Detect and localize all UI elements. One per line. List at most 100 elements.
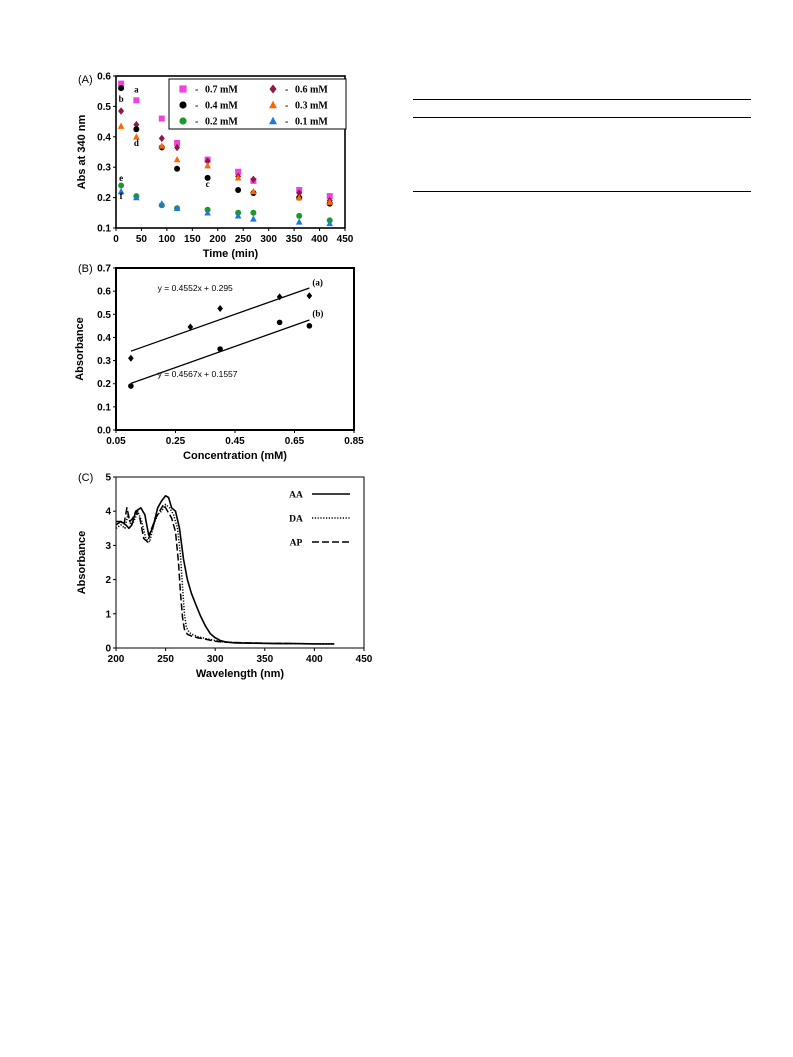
point-annotation: e — [119, 173, 123, 183]
legend-marker — [269, 116, 277, 125]
data-point-0_3mM — [234, 174, 242, 181]
x-tick-label: 150 — [184, 234, 201, 245]
data-point-0_1mM — [234, 212, 242, 219]
x-tick-label: 250 — [157, 654, 174, 665]
data-point-0_7mM — [326, 193, 333, 200]
data-point-0_7mM — [133, 97, 140, 104]
legend-label: 0.7 mM — [205, 85, 238, 96]
data-point-0_1mM — [250, 215, 257, 222]
legend-dash: - — [195, 117, 198, 128]
data-point-b — [217, 346, 223, 352]
data-point-0_7mM — [174, 139, 181, 146]
legend-marker — [179, 101, 187, 109]
y-tick-label: 1 — [105, 609, 111, 620]
x-tick-label: 400 — [311, 234, 328, 245]
y-tick-label: 0.5 — [97, 102, 111, 113]
panel-label: (C) — [78, 472, 93, 484]
data-point-0_3mM — [250, 187, 257, 195]
x-tick-label: 200 — [209, 234, 226, 245]
x-tick-label: 0.45 — [225, 436, 245, 447]
y-tick-label: 2 — [105, 575, 111, 586]
plot-frame — [115, 75, 346, 229]
point-annotation: d — [134, 138, 139, 148]
legend-dash: - — [285, 101, 288, 112]
legend-label: 0.3 mM — [295, 101, 328, 112]
x-axis-title: Concentration (mM) — [183, 450, 287, 462]
data-point-0_3mM — [295, 194, 303, 201]
fit-line-a — [130, 287, 310, 352]
data-point-b — [306, 323, 313, 329]
data-point-a — [128, 354, 134, 362]
data-point-0_6mM — [250, 175, 257, 184]
x-tick-label: 0.85 — [344, 436, 364, 447]
data-point-0_1mM — [117, 187, 125, 195]
y-tick-label: 0.2 — [97, 193, 111, 204]
y-tick-label: 0.2 — [97, 379, 111, 390]
point-annotation: b — [119, 94, 124, 104]
data-point-0_4mM — [174, 165, 181, 172]
y-tick-label: 0.3 — [97, 356, 111, 367]
legend-marker — [269, 84, 277, 94]
data-point-0_3mM — [133, 133, 140, 140]
data-point-0_7mM — [118, 80, 125, 87]
table-bottom-rule — [413, 191, 751, 192]
legend-box — [168, 78, 347, 130]
table-top-rule — [413, 99, 751, 100]
panel-label: (B) — [78, 263, 93, 275]
point-annotation: f — [120, 191, 124, 201]
x-tick-label: 0.65 — [285, 436, 305, 447]
data-point-0_6mM — [118, 107, 125, 115]
data-point-a — [217, 305, 223, 312]
data-point-0_4mM — [118, 85, 125, 92]
data-point-0_3mM — [117, 122, 125, 129]
data-point-0_6mM — [133, 120, 140, 129]
legend-dash: - — [195, 85, 198, 96]
data-point-0_1mM — [295, 218, 303, 225]
plot-frame — [115, 476, 365, 649]
data-point-0_3mM — [204, 162, 211, 169]
y-axis-title: Abs at 340 nm — [76, 114, 88, 189]
x-tick-label: 450 — [356, 654, 373, 665]
point-annotation: a — [134, 85, 139, 95]
spectrum-line-AP — [116, 503, 295, 645]
data-point-0_6mM — [296, 189, 303, 197]
x-tick-label: 250 — [235, 234, 252, 245]
y-tick-label: 0 — [105, 644, 111, 655]
table-header-rule — [413, 117, 751, 118]
legend-label: AP — [290, 539, 303, 549]
data-point-0_4mM — [235, 187, 242, 193]
data-point-0_3mM — [158, 142, 166, 149]
point-annotation: c — [206, 179, 210, 189]
y-axis-title: Absorbance — [76, 531, 88, 595]
x-tick-label: 0 — [113, 234, 119, 245]
data-point-a — [306, 292, 313, 300]
legend-label: 0.1 mM — [295, 117, 328, 128]
side-table — [413, 99, 751, 192]
x-axis-title: Time (min) — [203, 248, 259, 260]
data-point-0_2mM — [250, 209, 257, 216]
legend-dash: - — [285, 85, 288, 96]
data-point-0_2mM — [296, 212, 303, 219]
data-point-a — [276, 293, 283, 301]
x-tick-label: 50 — [136, 234, 148, 245]
y-tick-label: 0.4 — [97, 333, 111, 344]
fit-equation: y = 0.4567x + 0.1557 — [158, 369, 238, 379]
x-tick-label: 450 — [337, 234, 354, 245]
legend-label: AA — [289, 491, 303, 501]
x-tick-label: 0.05 — [106, 436, 126, 447]
legend-label: 0.4 mM — [205, 101, 238, 112]
y-axis-title: Absorbance — [74, 317, 86, 381]
y-tick-label: 0.5 — [97, 310, 111, 321]
legend-label: 0.2 mM — [205, 117, 238, 128]
series-label: (b) — [312, 309, 323, 319]
y-tick-label: 0.7 — [97, 264, 111, 275]
data-point-0_1mM — [133, 194, 140, 201]
legend-marker — [179, 117, 187, 125]
spectrum-line-AA — [115, 494, 335, 645]
legend-marker — [179, 85, 187, 93]
y-tick-label: 0.4 — [97, 132, 111, 143]
data-point-0_4mM — [204, 174, 211, 181]
y-tick-label: 0.3 — [97, 163, 111, 174]
y-tick-label: 0.6 — [97, 287, 111, 298]
